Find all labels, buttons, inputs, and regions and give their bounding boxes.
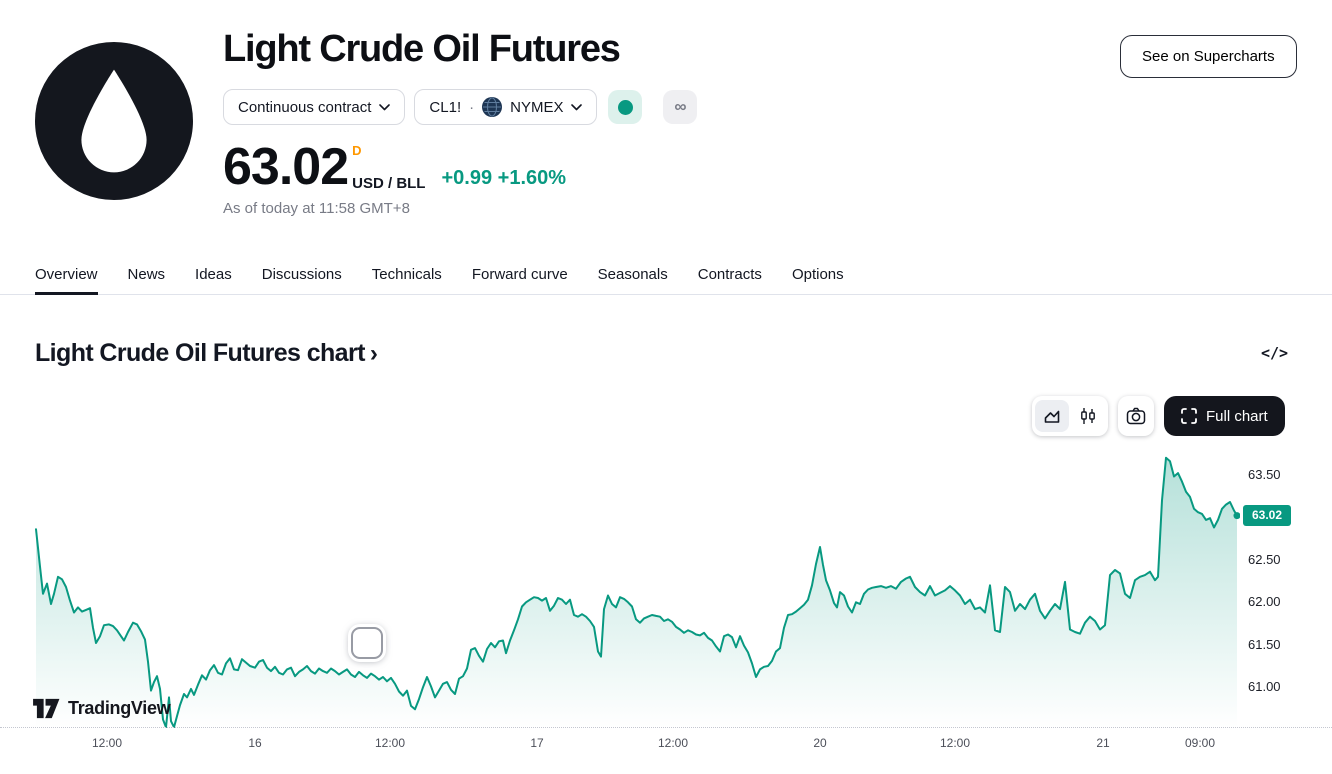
last-price: 63.02 [223, 138, 349, 196]
nymex-exchange-icon [482, 97, 503, 117]
price-unit: USD / BLL [352, 175, 426, 192]
infinity-icon: ∞ [674, 97, 687, 116]
see-on-supercharts-button[interactable]: See on Supercharts [1120, 35, 1297, 78]
price-change: +0.99 +1.60% [441, 167, 566, 192]
tab-technicals[interactable]: Technicals [371, 265, 442, 283]
market-open-status-badge[interactable] [608, 90, 643, 124]
area-chart-style-button[interactable] [1035, 400, 1069, 432]
last-price-dot [1233, 512, 1240, 520]
price-axis-label: 61.00 [1248, 679, 1281, 694]
chevron-right-icon: › [369, 340, 378, 367]
symbol-logo [35, 42, 193, 200]
time-axis-label: 12:00 [939, 736, 971, 750]
time-axis-label: 20 [813, 736, 827, 750]
separator-dot: · [469, 98, 475, 116]
tab-forward-curve[interactable]: Forward curve [471, 265, 568, 283]
last-price-badge: 63.02 [1243, 505, 1291, 526]
snapshot-button[interactable] [1118, 396, 1154, 436]
oil-drop-icon [81, 69, 147, 173]
symbol-tab-nav: Overview News Ideas Discussions Technica… [0, 256, 1332, 295]
tab-news[interactable]: News [127, 265, 166, 283]
tradingview-watermark-text: TradingView [68, 698, 171, 718]
chart-focus-outline[interactable] [351, 627, 383, 659]
tradingview-watermark: TradingView [33, 697, 171, 720]
tab-ideas[interactable]: Ideas [195, 265, 232, 283]
chart-toolbar: Full chart [0, 396, 1332, 436]
area-series [35, 456, 1240, 728]
time-axis-label: 17 [530, 736, 544, 750]
market-open-dot-icon [617, 99, 633, 115]
time-axis-label: 12:00 [374, 736, 406, 750]
page-title: Light Crude Oil Futures [223, 28, 621, 70]
as-of-timestamp: As of today at 11:58 GMT+8 [223, 200, 410, 217]
tab-discussions[interactable]: Discussions [261, 265, 342, 283]
no-expiration-badge[interactable]: ∞ [663, 90, 698, 124]
tab-options[interactable]: Options [791, 265, 844, 283]
area-chart-icon [1044, 410, 1060, 423]
chart-section-title-link[interactable]: Light Crude Oil Futures chart › [35, 339, 378, 368]
price-axis-label: 62.50 [1248, 552, 1281, 567]
price-axis-label: 62.00 [1248, 594, 1281, 609]
fullscreen-icon [1181, 408, 1197, 424]
time-axis-label: 09:00 [1184, 736, 1216, 750]
candles-chart-style-button[interactable] [1071, 400, 1105, 432]
chart-style-segmented-control [1032, 396, 1108, 436]
change-absolute: +0.99 [441, 167, 493, 189]
embed-code-icon[interactable]: </> [1261, 344, 1289, 362]
price-chart[interactable]: 63.50 62.50 62.00 61.50 61.00 12:00 16 12:00 17… [0, 440, 1332, 774]
time-axis-label: 12:00 [657, 736, 689, 750]
time-axis-separator [0, 727, 1332, 728]
full-chart-button[interactable]: Full chart [1164, 396, 1285, 436]
symbol-controls: Continuous contract CL1! · NYMEX ∞ [223, 89, 698, 125]
symbol-label: CL1! [429, 98, 462, 116]
contract-type-dropdown[interactable]: Continuous contract [223, 89, 406, 125]
camera-icon [1126, 407, 1146, 425]
price-axis-label: 63.50 [1248, 467, 1281, 482]
exchange-label: NYMEX [510, 98, 564, 116]
time-axis-label: 12:00 [91, 736, 123, 750]
chart-section-title: Light Crude Oil Futures chart [35, 339, 365, 367]
supercharts-label: See on Supercharts [1142, 48, 1275, 65]
time-axis-label: 21 [1096, 736, 1110, 750]
tab-overview[interactable]: Overview [35, 256, 98, 295]
tab-contracts[interactable]: Contracts [697, 265, 762, 283]
tab-seasonals[interactable]: Seasonals [597, 265, 668, 283]
symbol-exchange-dropdown[interactable]: CL1! · NYMEX [414, 89, 598, 125]
full-chart-label: Full chart [1206, 407, 1268, 425]
chevron-down-icon [571, 103, 583, 110]
change-percent: +1.60% [497, 167, 567, 189]
candlestick-icon [1081, 408, 1095, 424]
tradingview-logo-icon [33, 698, 60, 719]
price-block: 63.02 D USD / BLL +0.99 +1.60% [223, 138, 566, 196]
chevron-down-icon [379, 103, 391, 110]
time-axis-label: 16 [248, 736, 262, 750]
timeframe-flag: D [352, 143, 362, 158]
price-axis-label: 61.50 [1248, 637, 1281, 652]
contract-type-label: Continuous contract [238, 98, 372, 116]
